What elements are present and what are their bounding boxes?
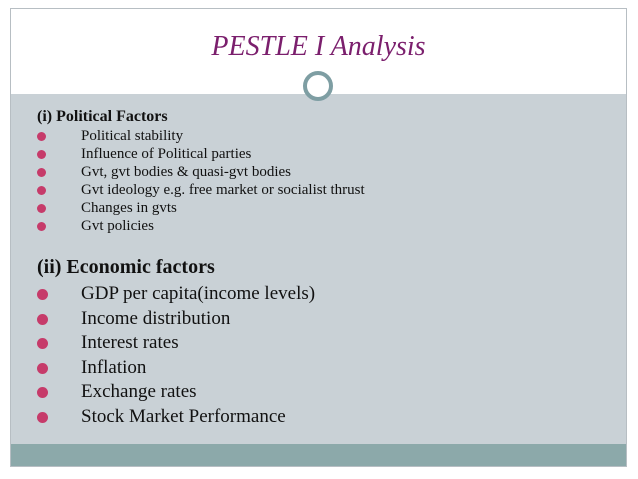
economic-list: GDP per capita(income levels) Income dis…	[37, 282, 607, 429]
political-list: Political stability Influence of Politic…	[37, 127, 607, 235]
list-item-text: Gvt, gvt bodies & quasi-gvt bodies	[81, 164, 291, 180]
bullet-icon	[37, 204, 46, 213]
list-item-text: Stock Market Performance	[81, 405, 286, 427]
list-item: Gvt, gvt bodies & quasi-gvt bodies	[37, 163, 607, 181]
ring-ornament-icon	[303, 71, 333, 101]
bullet-icon	[37, 186, 46, 195]
economic-heading: (ii) Economic factors	[37, 256, 215, 278]
list-item-text: Influence of Political parties	[81, 146, 252, 162]
economic-section: (ii) Economic factors GDP per capita(inc…	[37, 257, 607, 429]
list-item: Political stability	[37, 127, 607, 145]
bullet-icon	[37, 150, 46, 159]
ring-ornament-center	[311, 79, 325, 93]
list-item-text: Exchange rates	[81, 381, 197, 402]
bullet-icon	[37, 222, 46, 231]
list-item-text: Gvt ideology e.g. free market or sociali…	[81, 182, 365, 198]
list-item-text: Changes in gvts	[81, 200, 177, 216]
bullet-icon	[37, 168, 46, 177]
list-item: Influence of Political parties	[37, 145, 607, 163]
list-item-text: Income distribution	[81, 307, 231, 329]
list-item-text: Gvt policies	[81, 218, 154, 234]
list-item: Gvt policies	[37, 217, 607, 235]
list-item: Inflation	[37, 356, 607, 381]
list-item-text: Interest rates	[81, 332, 179, 353]
list-item: Gvt ideology e.g. free market or sociali…	[37, 181, 607, 199]
bullet-icon	[37, 132, 46, 141]
list-item-text: GDP per capita(income levels)	[81, 283, 316, 304]
bullet-icon	[37, 411, 48, 423]
list-item-text: Political stability	[81, 128, 184, 144]
slide: PESTLE I Analysis (i) Political Factors …	[10, 8, 627, 467]
list-item: GDP per capita(income levels)	[37, 282, 607, 307]
list-item: Stock Market Performance	[37, 405, 607, 430]
political-section: (i) Political Factors Political stabilit…	[37, 109, 607, 235]
bullet-icon	[37, 338, 48, 349]
bullet-icon	[37, 362, 48, 374]
bullet-icon	[37, 289, 48, 300]
bullet-icon	[37, 387, 48, 398]
list-item: Changes in gvts	[37, 199, 607, 217]
list-item: Interest rates	[37, 331, 607, 356]
footer-band	[11, 444, 626, 466]
list-item: Exchange rates	[37, 380, 607, 405]
list-item: Income distribution	[37, 307, 607, 332]
slide-content: (i) Political Factors Political stabilit…	[37, 109, 607, 429]
list-item-text: Inflation	[81, 356, 147, 378]
political-heading: (i) Political Factors	[37, 108, 168, 125]
slide-title: PESTLE I Analysis	[211, 31, 426, 62]
bullet-icon	[37, 313, 48, 325]
